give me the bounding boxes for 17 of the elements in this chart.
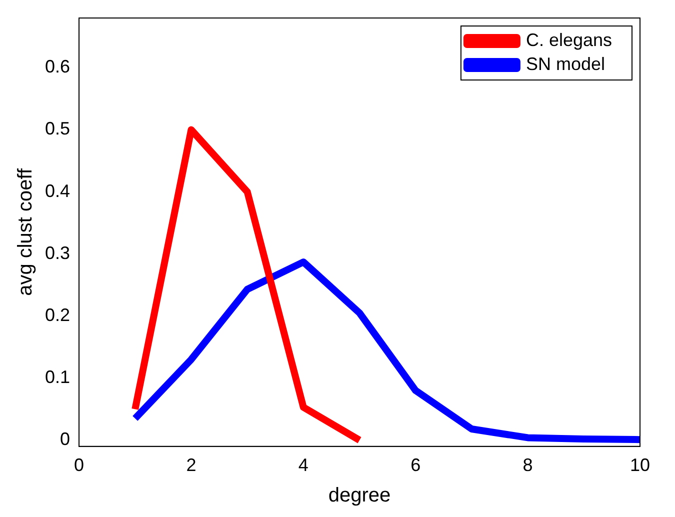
- y-tick-label: 0.6: [44, 56, 70, 77]
- legend-label: SN model: [526, 54, 605, 74]
- x-tick-label: 4: [298, 455, 308, 476]
- y-tick-label: 0.2: [44, 304, 70, 325]
- x-tick-label: 6: [410, 455, 421, 476]
- legend-label: C. elegans: [526, 30, 612, 50]
- y-tick-label: 0.4: [44, 180, 70, 201]
- y-axis-title: avg clust coeff: [14, 168, 37, 296]
- y-tick-label: 0.3: [44, 242, 70, 263]
- x-tick-label: 2: [186, 455, 196, 476]
- y-tick-label: 0.1: [44, 367, 70, 388]
- x-tick-label: 0: [74, 455, 84, 476]
- y-tick-label: 0: [60, 429, 70, 450]
- x-axis-title: degree: [328, 484, 391, 507]
- x-tick-label: 10: [630, 455, 650, 476]
- x-tick-label: 8: [522, 455, 533, 476]
- y-tick-label: 0.5: [44, 118, 70, 139]
